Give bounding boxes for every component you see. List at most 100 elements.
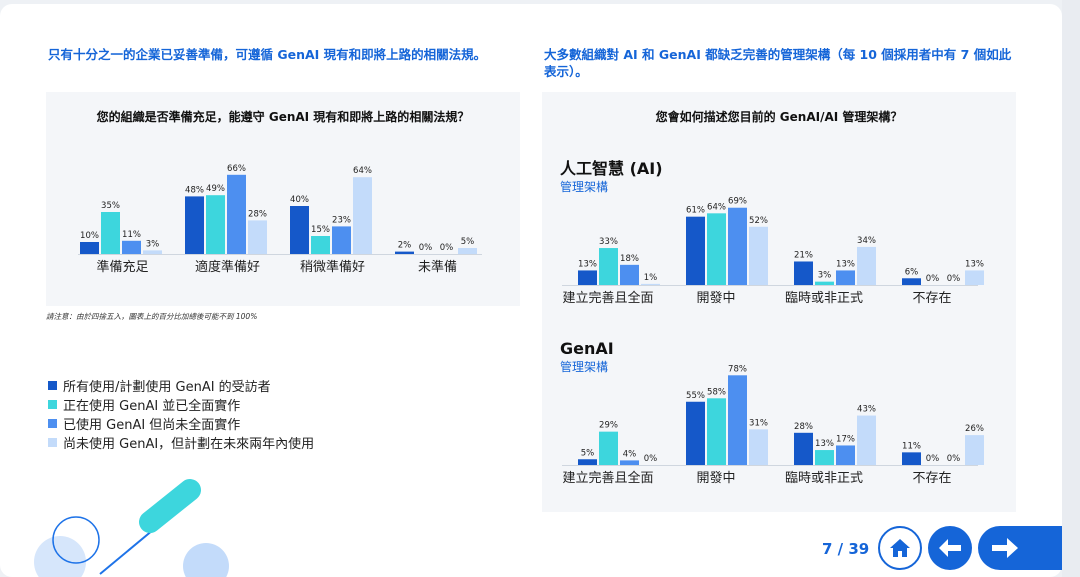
left-chart-panel: 您的組織是否準備充足，能遵守 GenAI 現有和即將上路的相關法規？ 10% 35%… xyxy=(46,92,520,306)
legend-label: 所有使用/計劃使用 GenAI 的受訪者 xyxy=(63,380,271,395)
bar xyxy=(395,251,414,254)
bar xyxy=(815,450,834,465)
bar-value-label: 11% xyxy=(122,230,141,240)
bar-value-label: 10% xyxy=(80,231,99,241)
legend-item: 所有使用/計劃使用 GenAI 的受訪者 xyxy=(48,376,314,395)
legend-item: 正在使用 GenAI 並已全面實作 xyxy=(48,395,314,414)
bar xyxy=(686,401,705,465)
bar xyxy=(206,195,225,254)
category-label: 準備充足 xyxy=(96,259,148,275)
bar xyxy=(599,431,618,465)
bar-value-label: 3% xyxy=(146,239,160,249)
chart-title: 您會如何描述您目前的 GenAI/AI 管理架構？ xyxy=(656,109,903,124)
bar-value-label: 11% xyxy=(902,441,921,451)
category-label: 適度準備好 xyxy=(195,259,260,275)
bar xyxy=(794,261,813,285)
bar xyxy=(965,270,984,285)
bar xyxy=(620,460,639,465)
bar xyxy=(686,216,705,285)
decor-circle-2 xyxy=(183,543,229,577)
arrow-right-icon xyxy=(992,538,1018,558)
legend-swatch xyxy=(48,438,57,447)
left-heading: 只有十分之一的企業已妥善準備，可遵循 GenAI 現有和即將上路的相關法規。 xyxy=(48,47,487,62)
bar-value-label: 0% xyxy=(926,274,940,284)
bar-value-label: 34% xyxy=(857,236,876,246)
next-page-button[interactable] xyxy=(978,526,1062,570)
bar xyxy=(311,236,330,254)
bar xyxy=(728,375,747,465)
page-indicator: 7 / 39 xyxy=(822,540,870,558)
bar-value-label: 43% xyxy=(857,405,876,415)
category-label: 未準備 xyxy=(418,259,457,275)
section-title-ai: 人工智慧 (AI) xyxy=(560,159,663,178)
decorative-pill-graphic xyxy=(34,479,229,577)
bar-value-label: 21% xyxy=(794,250,813,260)
arrow-left-icon xyxy=(939,539,961,557)
bar-value-label: 13% xyxy=(815,439,834,449)
bar-value-label: 58% xyxy=(707,387,726,397)
legend-swatch xyxy=(48,400,57,409)
bar xyxy=(185,196,204,254)
legend-swatch xyxy=(48,419,57,428)
section-subtitle-genai: 管理架構 xyxy=(560,359,608,374)
bar xyxy=(728,207,747,285)
bar xyxy=(332,226,351,254)
bar xyxy=(965,435,984,465)
bar xyxy=(80,242,99,254)
bar-value-label: 13% xyxy=(836,259,855,269)
bar-value-label: 1% xyxy=(644,273,658,283)
bar-value-label: 35% xyxy=(101,201,120,211)
right-chart-panel: 您會如何描述您目前的 GenAI/AI 管理架構？ 人工智慧 (AI) 管理架構 13… xyxy=(542,92,1016,512)
bar-value-label: 33% xyxy=(599,237,618,247)
bar xyxy=(857,246,876,285)
bar-value-label: 49% xyxy=(206,184,225,194)
previous-page-button[interactable] xyxy=(928,526,972,570)
category-label: 稍微準備好 xyxy=(300,259,365,275)
bar-value-label: 17% xyxy=(836,434,855,444)
legend-label: 已使用 GenAI 但尚未全面實作 xyxy=(63,418,241,433)
bar-value-label: 29% xyxy=(599,421,618,431)
legend: 所有使用/計劃使用 GenAI 的受訪者 正在使用 GenAI 並已全面實作 已… xyxy=(48,376,314,452)
home-icon xyxy=(890,539,910,557)
legend-item: 尚未使用 GenAI，但計劃在未來兩年內使用 xyxy=(48,433,314,452)
bar-value-label: 18% xyxy=(620,254,639,264)
category-label: 開發中 xyxy=(696,291,735,306)
bar xyxy=(836,445,855,465)
bar-value-label: 40% xyxy=(290,195,309,205)
category-label: 臨時或非正式 xyxy=(785,291,863,306)
chart-title: 您的組織是否準備充足，能遵守 GenAI 現有和即將上路的相關法規？ xyxy=(97,109,470,124)
bar-value-label: 13% xyxy=(965,259,984,269)
bar-value-label: 3% xyxy=(818,271,832,281)
category-label: 不存在 xyxy=(912,291,951,306)
bar-value-label: 6% xyxy=(905,267,919,277)
decor-pill xyxy=(139,479,201,533)
bar-value-label: 78% xyxy=(728,364,747,374)
bar xyxy=(794,432,813,465)
bar-value-label: 66% xyxy=(227,164,246,174)
bar xyxy=(707,398,726,465)
bar xyxy=(857,415,876,465)
bar-value-label: 52% xyxy=(749,216,768,226)
bar-value-label: 2% xyxy=(398,241,412,251)
legend-item: 已使用 GenAI 但尚未全面實作 xyxy=(48,414,314,433)
readiness-chart: 您的組織是否準備充足，能遵守 GenAI 現有和即將上路的相關法規？ 10% 35%… xyxy=(78,109,482,275)
legend-label: 正在使用 GenAI 並已全面實作 xyxy=(63,399,241,414)
bar xyxy=(902,278,921,285)
bar xyxy=(227,174,246,254)
framework-chart: 您會如何描述您目前的 GenAI/AI 管理架構？人工智慧 (AI)管理架構13… xyxy=(560,109,984,486)
bar xyxy=(749,429,768,465)
bar xyxy=(578,270,597,285)
bar xyxy=(578,459,597,465)
bar-value-label: 61% xyxy=(686,206,705,216)
bar-value-label: 64% xyxy=(353,166,372,176)
home-button[interactable] xyxy=(878,526,922,570)
bar-value-label: 0% xyxy=(440,243,454,253)
section-subtitle-ai: 管理架構 xyxy=(560,179,608,194)
bar-value-label: 5% xyxy=(581,448,595,458)
category-label: 開發中 xyxy=(696,471,735,486)
bar xyxy=(458,248,477,254)
right-heading-line1: 大多數組織對 AI 和 GenAI 都缺乏完善的管理架構（每 10 個採用者中有… xyxy=(544,47,1012,62)
bar xyxy=(122,240,141,254)
scroll-strip xyxy=(1062,0,1080,577)
bar-value-label: 69% xyxy=(728,197,747,207)
